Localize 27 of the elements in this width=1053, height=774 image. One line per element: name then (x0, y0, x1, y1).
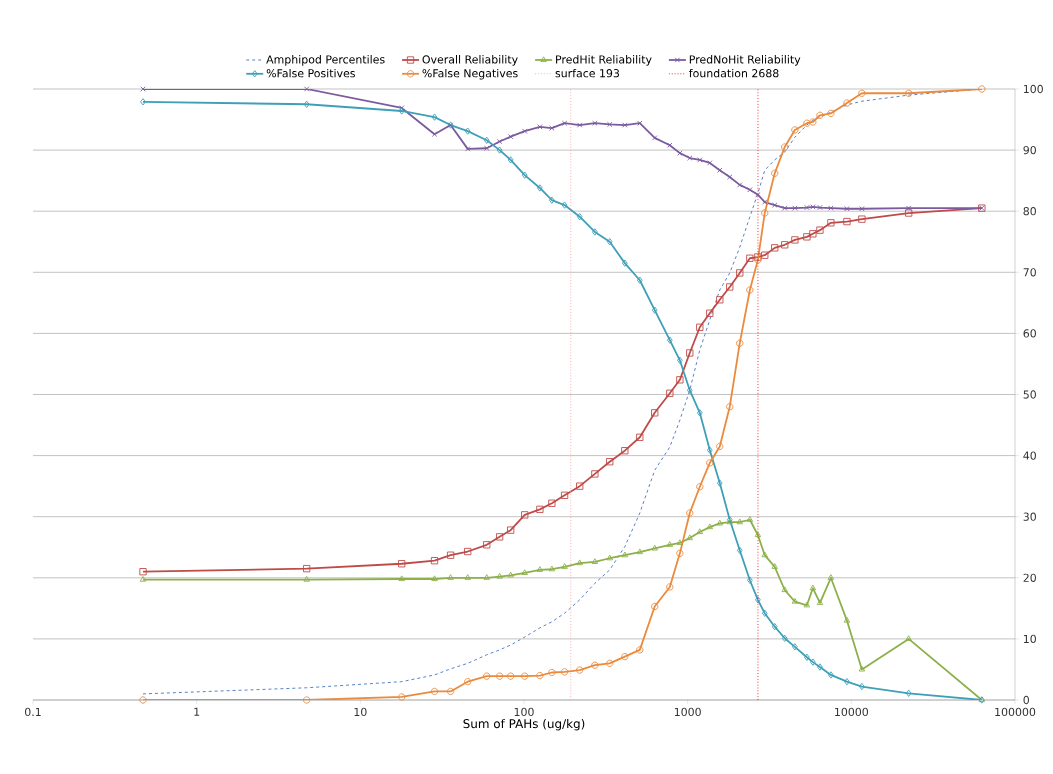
legend-label: %False Positives (266, 68, 355, 78)
y-tick-label: 100 (1023, 84, 1043, 94)
legend-label: PredHit Reliability (556, 55, 652, 66)
y-tick-label: 40 (1023, 451, 1036, 460)
y-tick-label: 70 (1023, 268, 1036, 277)
x-axis-title: Sum of PAHs (ug/kg) (463, 718, 585, 731)
x-tick-label: 1 (194, 707, 200, 716)
y-tick-label: 80 (1023, 207, 1036, 216)
x-tick-label: 100000 (995, 707, 1036, 717)
legend-label: Amphipod Percentiles (266, 55, 385, 66)
y-tick-label: 50 (1023, 390, 1036, 399)
legend-label: surface 193 (555, 68, 620, 78)
y-tick-label: 60 (1023, 329, 1036, 338)
x-tick-label: 1000 (674, 707, 701, 717)
legend-label: %False Negatives (422, 68, 518, 80)
y-tick-label: 0 (1023, 695, 1029, 705)
x-tick-label: 100 (514, 707, 534, 717)
x-tick-label: 10 (354, 707, 367, 717)
legend-label: Overall Reliability (422, 55, 518, 66)
y-tick-label: 30 (1023, 512, 1036, 521)
legend-label: PredNoHit Reliability (689, 55, 801, 66)
legend-label: foundation 2688 (689, 68, 779, 78)
y-tick-label: 90 (1023, 145, 1036, 155)
x-tick-label: 10000 (835, 707, 869, 717)
y-tick-label: 10 (1023, 634, 1036, 644)
y-tick-label: 20 (1023, 573, 1036, 582)
x-tick-label: 0.1 (25, 707, 41, 717)
